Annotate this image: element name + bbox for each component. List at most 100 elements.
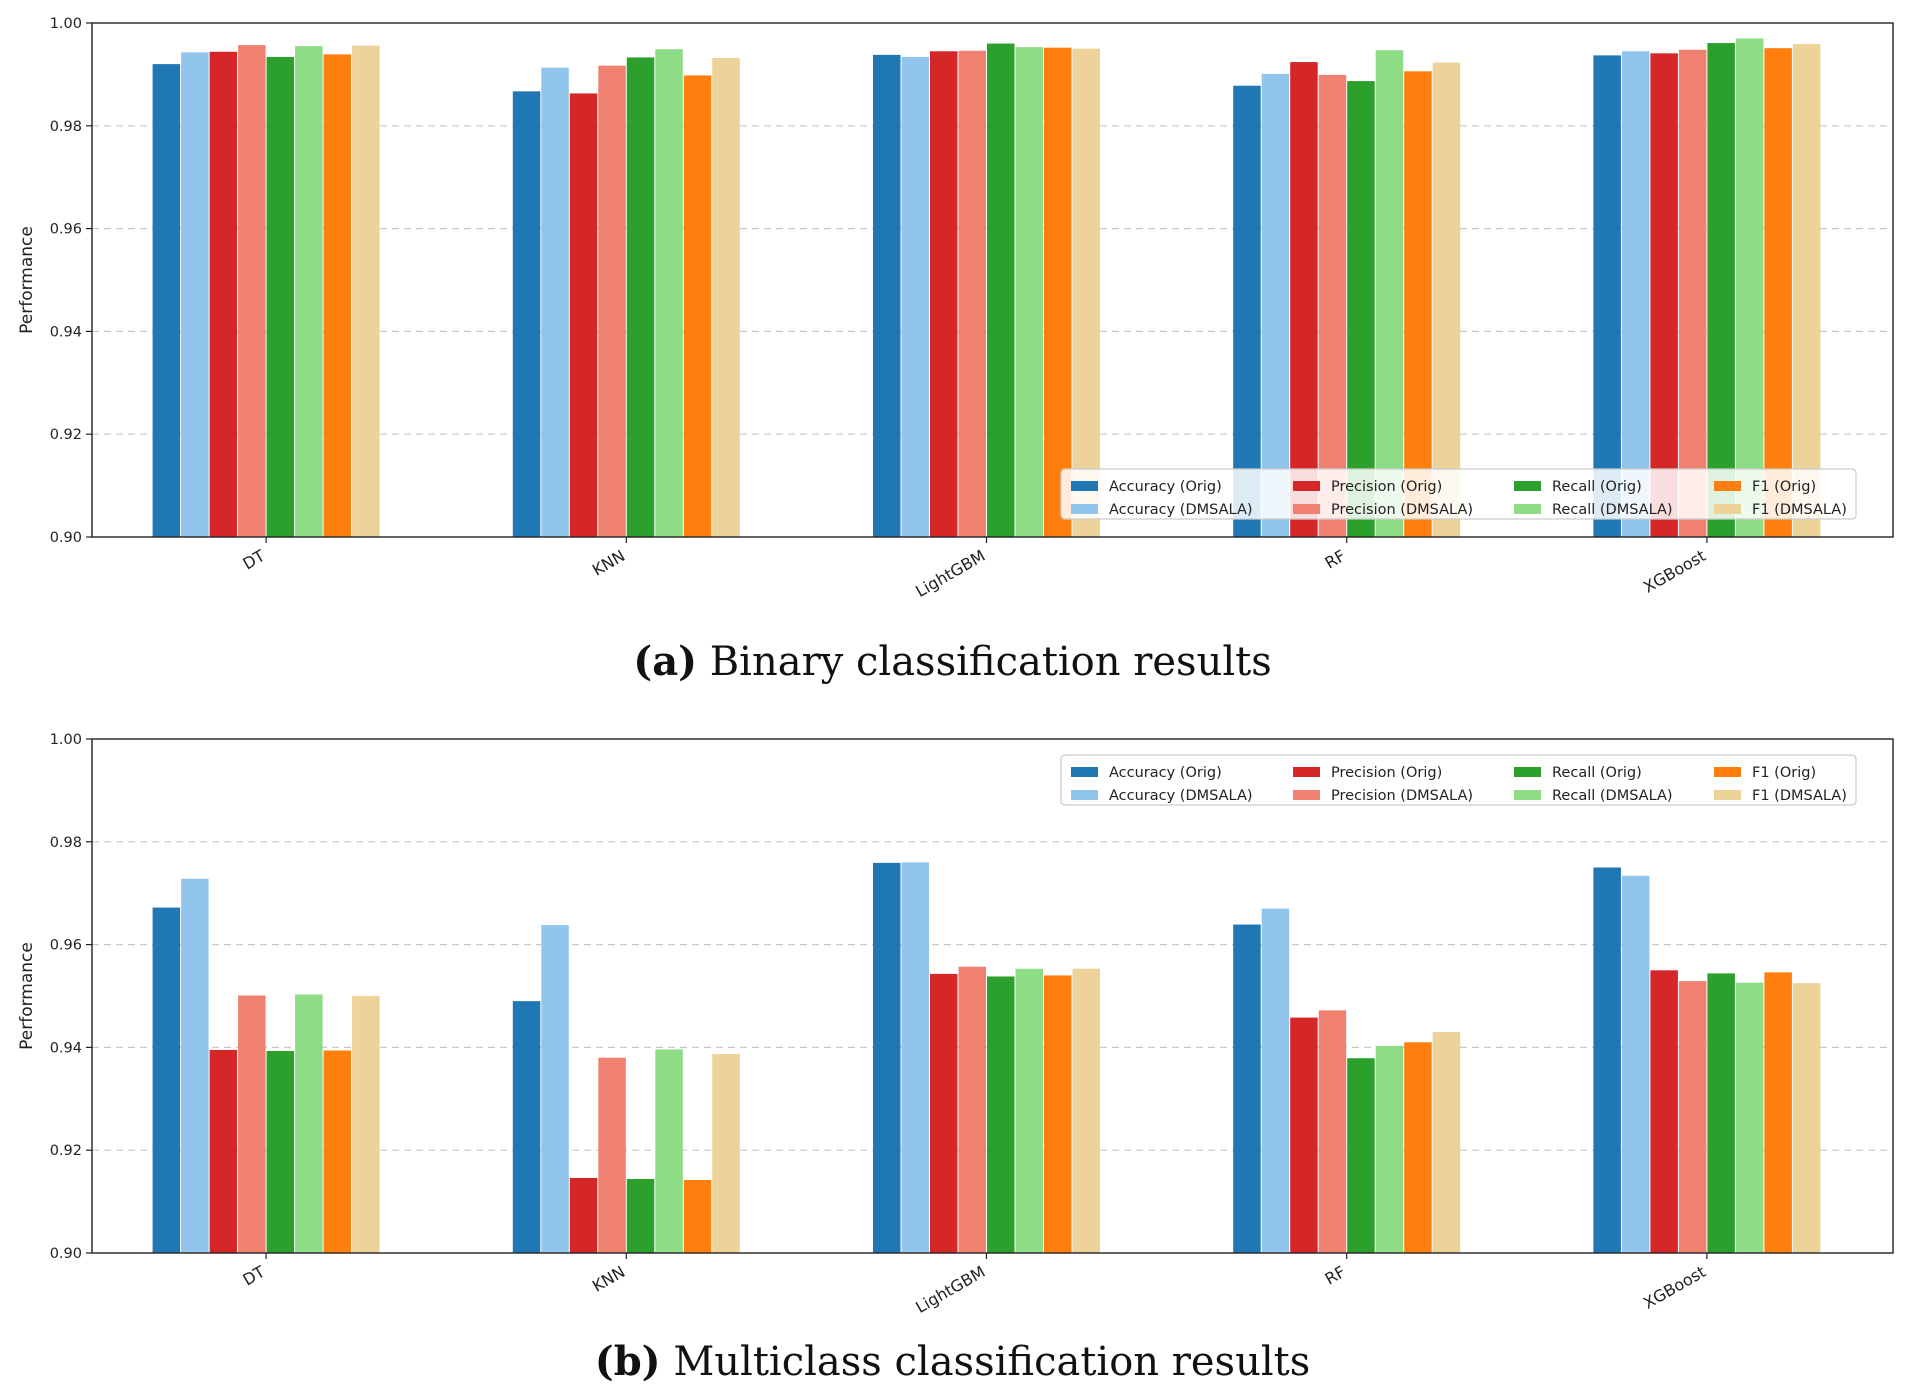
bar-rf-f1-orig: [1404, 71, 1432, 537]
y-tick-label: 0.96: [50, 222, 82, 238]
y-tick-label: 0.96: [50, 938, 82, 954]
legend-entry: F1 (Orig): [1752, 479, 1816, 495]
bar-rf-precision-orig: [1290, 62, 1318, 538]
bar-lightgbm-recall-dmsala: [1015, 47, 1043, 538]
bar-lightgbm-recall-orig: [987, 43, 1015, 538]
bar-rf-recall-dmsala: [1375, 1045, 1404, 1253]
bar-lightgbm-f1-orig: [1044, 975, 1072, 1253]
bar-knn-accuracy-dmsala: [541, 925, 569, 1253]
y-tick-label: 0.94: [50, 1040, 82, 1056]
bar-dt-precision-orig: [209, 1049, 238, 1253]
bar-xgboost-accuracy-dmsala: [1621, 51, 1650, 538]
bar-xgboost-f1-dmsala: [1792, 44, 1821, 537]
bar-lightgbm-precision-orig: [930, 51, 958, 538]
bar-xgboost-recall-dmsala: [1735, 982, 1764, 1253]
bar-knn-recall-dmsala: [655, 1049, 683, 1253]
bar-dt-precision-orig: [209, 51, 238, 538]
legend-swatch: [1714, 767, 1741, 777]
legend-swatch: [1293, 790, 1320, 800]
legend-entry: F1 (DMSALA): [1752, 502, 1847, 518]
chart-legend: Accuracy (Orig) Accuracy (DMSALA) Precisio…: [1060, 754, 1857, 806]
bar-xgboost-precision-dmsala: [1678, 981, 1707, 1253]
bar-xgboost-accuracy-dmsala: [1621, 875, 1650, 1253]
y-tick-label: 0.98: [50, 835, 82, 851]
legend-entry: Precision (Orig): [1331, 765, 1442, 781]
bar-xgboost-accuracy-orig: [1593, 55, 1621, 538]
bar-lightgbm-recall-orig: [987, 976, 1015, 1253]
y-tick-label: 0.90: [50, 530, 82, 546]
bar-knn-precision-orig: [569, 93, 598, 537]
bar-lightgbm-accuracy-orig: [873, 54, 901, 537]
bar-knn-recall-dmsala: [655, 49, 683, 538]
bar-rf-precision-orig: [1290, 1017, 1318, 1253]
bar-xgboost-recall-orig: [1707, 43, 1735, 538]
binary-chart-caption: (a) Binary classification results: [0, 638, 1905, 685]
bar-dt-accuracy-orig: [152, 907, 181, 1253]
y-axis-label: Performance: [17, 942, 37, 1050]
legend-swatch: [1071, 504, 1098, 514]
bar-dt-f1-dmsala: [352, 996, 380, 1253]
bar-knn-f1-dmsala: [712, 1054, 740, 1253]
bar-dt-recall-dmsala: [295, 46, 323, 537]
bar-lightgbm-accuracy-dmsala: [901, 56, 929, 537]
x-tick-label: DT: [239, 1262, 268, 1290]
caption-label: (a): [633, 638, 698, 685]
legend-entry: Accuracy (DMSALA): [1109, 502, 1253, 518]
bar-rf-precision-dmsala: [1318, 74, 1347, 537]
legend-swatch: [1514, 504, 1541, 514]
caption-text: Binary classification results: [709, 639, 1272, 685]
bar-dt-f1-orig: [323, 1050, 352, 1253]
bar-knn-precision-orig: [569, 1177, 598, 1253]
bar-dt-accuracy-dmsala: [181, 878, 209, 1253]
bar-lightgbm-accuracy-orig: [873, 862, 901, 1253]
binary-classification-chart: DT KNN LightGBM RF XGBoost 0.90 0.92 0.94 0.96 0.…: [17, 16, 1894, 601]
legend-entry: Precision (DMSALA): [1331, 502, 1473, 518]
y-tick-label: 0.92: [50, 1143, 82, 1159]
legend-entry: F1 (Orig): [1752, 765, 1816, 781]
y-tick-label: 1.00: [50, 732, 82, 748]
bar-lightgbm-f1-dmsala: [1072, 48, 1100, 537]
x-tick-label: LightGBM: [912, 1262, 988, 1317]
bar-knn-accuracy-dmsala: [541, 67, 569, 537]
bar-lightgbm-recall-dmsala: [1015, 968, 1043, 1253]
bar-knn-accuracy-orig: [512, 91, 541, 537]
bar-lightgbm-precision-orig: [930, 973, 958, 1253]
legend-swatch: [1714, 481, 1741, 491]
multiclass-chart-caption: (b) Multiclass classification results: [0, 1338, 1905, 1385]
plot-frame: [91, 738, 1894, 1254]
legend-box: [1060, 754, 1857, 806]
legend-entry: F1 (DMSALA): [1752, 788, 1847, 804]
bar-dt-recall-orig: [266, 1050, 295, 1253]
bar-dt-recall-orig: [266, 56, 295, 537]
bar-dt-precision-dmsala: [238, 45, 266, 538]
bar-knn-f1-dmsala: [712, 57, 740, 538]
x-tick-label: XGBoost: [1640, 546, 1709, 597]
bar-knn-f1-orig: [683, 1180, 712, 1253]
bar-rf-accuracy-dmsala: [1261, 73, 1290, 538]
bar-knn-recall-orig: [626, 57, 655, 538]
x-tick-label: DT: [239, 546, 268, 574]
legend-entry: Accuracy (Orig): [1109, 765, 1222, 781]
bar-lightgbm-precision-dmsala: [958, 50, 986, 537]
legend-swatch: [1514, 790, 1541, 800]
y-tick-label: 0.94: [50, 324, 82, 340]
bar-knn-f1-orig: [683, 75, 712, 537]
legend-entry: Recall (DMSALA): [1552, 502, 1673, 518]
plot-frame: [91, 22, 1894, 538]
y-axis-label: Performance: [17, 226, 37, 334]
bar-knn-precision-dmsala: [598, 1057, 626, 1253]
y-tick-label: 1.00: [50, 16, 82, 32]
legend-swatch: [1071, 790, 1098, 800]
bar-dt-f1-orig: [323, 54, 352, 537]
bar-knn-precision-dmsala: [598, 65, 626, 538]
bar-rf-accuracy-orig: [1233, 85, 1261, 537]
caption-text: Multiclass classification results: [673, 1339, 1311, 1385]
bar-rf-recall-orig: [1347, 81, 1375, 537]
bar-knn-accuracy-orig: [512, 1001, 541, 1253]
y-tick-label: 0.92: [50, 427, 82, 443]
bar-rf-accuracy-dmsala: [1261, 908, 1290, 1253]
legend-entry: Recall (Orig): [1552, 765, 1642, 781]
legend-swatch: [1514, 767, 1541, 777]
legend-swatch: [1714, 504, 1741, 514]
x-tick-label: RF: [1322, 546, 1349, 573]
